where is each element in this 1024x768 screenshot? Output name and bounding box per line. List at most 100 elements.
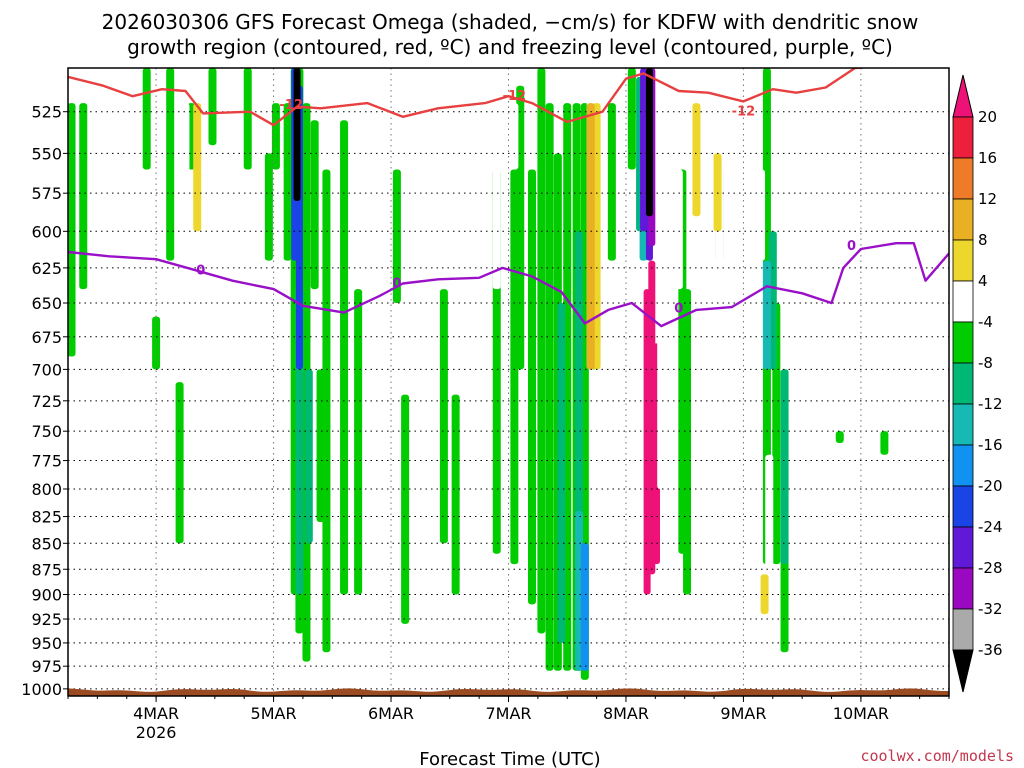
omega-band [898, 443, 907, 575]
omega-band [68, 103, 76, 357]
omega-band [537, 68, 546, 634]
omega-band [193, 103, 202, 232]
contour-label: -12 [503, 89, 527, 104]
omega-band [757, 169, 766, 261]
omega-band [683, 289, 692, 595]
omega-band [439, 289, 448, 544]
omega-band [283, 103, 292, 261]
omega-band [510, 103, 519, 170]
contour-dgz-minus12 [68, 68, 871, 127]
omega-band [880, 431, 889, 455]
omega-band [674, 169, 683, 290]
colorbar-bottom-arrow [952, 649, 974, 693]
colorbar-swatch [952, 403, 974, 446]
omega-band [293, 68, 301, 201]
terrain-fill [68, 688, 949, 696]
y-tick-label: 1000 [21, 680, 62, 699]
x-tick-label: 6MAR [368, 704, 414, 723]
colorbar-label: 20 [978, 108, 997, 126]
omega-shading [68, 68, 948, 680]
omega-band [706, 103, 715, 232]
omega-band [304, 369, 313, 544]
y-tick-label: 700 [31, 360, 62, 379]
colorbar-swatch [952, 608, 974, 651]
y-tick-label: 600 [31, 222, 62, 241]
omega-band [835, 431, 844, 444]
y-tick-label: 800 [31, 480, 62, 499]
omega-band [780, 369, 789, 565]
y-tick-label: 525 [31, 103, 62, 122]
x-tick-label: 4MAR [133, 704, 179, 723]
omega-band [713, 153, 722, 232]
colorbar-label: 8 [978, 231, 988, 249]
omega-band [340, 120, 349, 595]
omega-band [208, 68, 217, 146]
omega-band [79, 103, 88, 290]
omega-band [222, 68, 231, 261]
colorbar-label: -20 [978, 477, 1003, 495]
colorbar-label: -4 [978, 313, 993, 331]
colorbar-swatch [952, 444, 974, 487]
colorbar-label: 16 [978, 149, 997, 167]
omega-band [939, 153, 948, 290]
y-tick-label: 775 [31, 452, 62, 471]
y-tick-label: 825 [31, 508, 62, 527]
omega-band [392, 169, 401, 304]
y-tick-label: 900 [31, 585, 62, 604]
omega-band [640, 68, 648, 232]
omega-band [545, 103, 554, 671]
colorbar-swatch [952, 321, 974, 364]
contour-label: 0 [392, 277, 401, 292]
y-tick-label: 725 [31, 392, 62, 411]
omega-band [762, 260, 771, 370]
colorbar-swatch [952, 157, 974, 200]
y-tick-label: 650 [31, 294, 62, 313]
y-tick-label: 875 [31, 560, 62, 579]
omega-band [607, 103, 616, 261]
y-tick-label: 575 [31, 184, 62, 203]
colorbar-label: -8 [978, 354, 993, 372]
x-axis-label: Forecast Time (UTC) [419, 749, 600, 768]
y-tick-label: 625 [31, 259, 62, 278]
contour-lines: -12 -12 -12 0 0 0 0 [68, 68, 949, 328]
omega-band [557, 303, 566, 643]
omega-band [392, 594, 401, 615]
colorbar-label: -28 [978, 559, 1003, 577]
omega-band [657, 169, 666, 489]
omega-band [627, 68, 636, 170]
y-tick-label: 925 [31, 610, 62, 629]
omega-band [401, 394, 410, 624]
x-tick-label: 10MAR [833, 704, 889, 723]
colorbar-swatch [952, 362, 974, 405]
contour-label: -12 [279, 98, 303, 113]
y-tick-label: 675 [31, 328, 62, 347]
x-tick-label: 5MAR [251, 704, 297, 723]
contour-label: 0 [196, 264, 205, 279]
omega-band [645, 68, 653, 217]
credit-text[interactable]: coolwx.com/models [860, 747, 1014, 765]
grid-lines [68, 68, 949, 696]
omega-band [527, 169, 536, 605]
chart-title-line-2: growth region (contoured, red, ºC) and f… [127, 35, 893, 59]
y-axis: 525 550 575 600 625 650 675 700 725 750 775 800 825 8… [21, 103, 68, 699]
omega-band [166, 68, 175, 261]
omega-band [310, 120, 319, 290]
y-tick-label: 850 [31, 534, 62, 553]
omega-band [692, 103, 701, 217]
x-tick-sublabel: 2026 [136, 723, 177, 742]
colorbar-swatch [952, 198, 974, 241]
x-tick-label: 9MAR [720, 704, 766, 723]
colorbar-label: -16 [978, 436, 1003, 454]
omega-band [243, 68, 252, 170]
contour-label: 0 [847, 239, 856, 254]
colorbar-swatch [952, 116, 974, 159]
omega-band [580, 543, 589, 671]
y-tick-label: 750 [31, 422, 62, 441]
omega-band [264, 153, 273, 261]
colorbar-top-arrow [952, 74, 974, 118]
colorbar-swatch [952, 239, 974, 282]
y-tick-label: 550 [31, 144, 62, 163]
omega-band [428, 419, 437, 624]
